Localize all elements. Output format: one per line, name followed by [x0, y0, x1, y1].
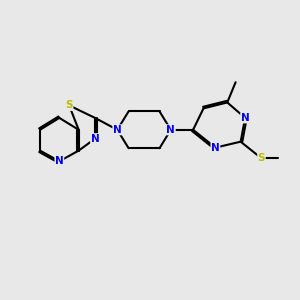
Text: N: N — [91, 134, 99, 144]
Text: N: N — [211, 142, 220, 153]
Text: N: N — [167, 125, 175, 135]
Text: N: N — [113, 125, 122, 135]
Text: S: S — [65, 100, 73, 110]
Text: N: N — [241, 113, 250, 123]
Text: N: N — [55, 156, 64, 166]
Text: S: S — [258, 153, 265, 163]
